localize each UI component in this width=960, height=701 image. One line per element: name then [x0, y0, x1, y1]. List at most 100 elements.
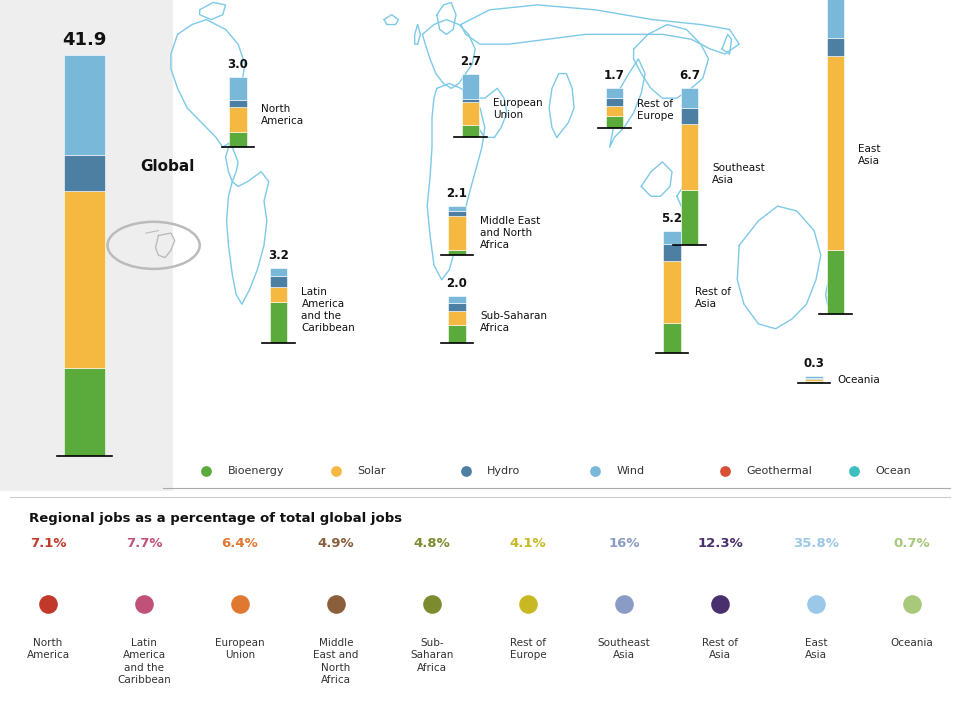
Point	[328, 599, 344, 610]
Text: 6.4%: 6.4%	[222, 536, 258, 550]
Bar	[606, 116, 623, 128]
Text: East
Asia: East Asia	[804, 638, 828, 660]
Bar	[64, 191, 105, 368]
Bar	[462, 125, 479, 137]
Text: Rest of
Asia: Rest of Asia	[702, 638, 738, 660]
Point	[136, 599, 152, 610]
Text: 5.2: 5.2	[661, 212, 683, 225]
Text: Rest of
Europe: Rest of Europe	[510, 638, 546, 660]
Bar	[64, 156, 105, 191]
Text: European
Union: European Union	[493, 97, 543, 120]
Bar	[827, 56, 844, 250]
Text: Southeast
Asia: Southeast Asia	[598, 638, 650, 660]
Bar	[462, 99, 479, 102]
Bar	[229, 76, 247, 100]
Text: Rest of
Europe: Rest of Europe	[637, 99, 674, 121]
Text: Middle East
and North
Africa: Middle East and North Africa	[480, 216, 540, 250]
Bar	[270, 287, 287, 302]
Text: East
Asia: East Asia	[858, 144, 880, 166]
Text: 4.1%: 4.1%	[510, 536, 546, 550]
Point	[40, 599, 56, 610]
Text: Sub-
Saharan
Africa: Sub- Saharan Africa	[410, 638, 454, 673]
Bar	[229, 107, 247, 132]
Bar	[827, 0, 844, 39]
Text: Oceania: Oceania	[837, 374, 880, 385]
Text: Middle
East and
North
Africa: Middle East and North Africa	[313, 638, 359, 685]
Point	[847, 465, 862, 477]
Text: 35.8%: 35.8%	[793, 536, 839, 550]
Text: 2.0: 2.0	[446, 278, 468, 290]
Bar	[270, 302, 287, 343]
Text: Latin
America
and the
Caribbean: Latin America and the Caribbean	[301, 287, 355, 332]
Bar	[448, 311, 466, 325]
Bar	[827, 250, 844, 314]
Point	[588, 465, 603, 477]
Bar	[805, 376, 823, 378]
Bar	[827, 39, 844, 56]
Bar	[229, 100, 247, 107]
Bar	[663, 244, 681, 261]
Bar	[448, 205, 466, 210]
Text: 4.8%: 4.8%	[414, 536, 450, 550]
Bar	[663, 231, 681, 244]
Text: 12.3%: 12.3%	[697, 536, 743, 550]
Point	[424, 599, 440, 610]
Point	[712, 599, 728, 610]
Bar	[462, 74, 479, 99]
Text: Geothermal: Geothermal	[746, 466, 812, 476]
Point	[904, 599, 920, 610]
Text: 2.7: 2.7	[460, 55, 481, 68]
Text: Sub-Saharan
Africa: Sub-Saharan Africa	[480, 311, 547, 333]
Bar	[681, 124, 698, 190]
Bar	[606, 107, 623, 116]
Bar	[448, 297, 466, 304]
Point	[717, 465, 732, 477]
Point	[808, 599, 824, 610]
Bar	[805, 378, 823, 379]
Bar	[462, 102, 479, 125]
Point	[199, 465, 214, 477]
Text: North
America: North America	[261, 104, 304, 126]
Point	[458, 465, 473, 477]
Text: 1.7: 1.7	[604, 69, 625, 81]
Bar	[606, 98, 623, 107]
Bar	[448, 304, 466, 311]
Text: Ocean: Ocean	[876, 466, 911, 476]
Point	[328, 465, 344, 477]
Point	[616, 599, 632, 610]
Text: 41.9: 41.9	[62, 31, 107, 49]
Bar	[64, 368, 105, 456]
Text: Oceania: Oceania	[891, 638, 933, 648]
Bar	[270, 268, 287, 276]
Bar	[448, 210, 466, 216]
Bar	[681, 190, 698, 245]
Bar	[448, 216, 466, 250]
Bar	[448, 250, 466, 255]
Text: 2.1: 2.1	[446, 186, 468, 200]
Bar	[663, 261, 681, 322]
Text: Wind: Wind	[616, 466, 644, 476]
Point	[232, 599, 248, 610]
Bar	[448, 325, 466, 343]
Text: Southeast
Asia: Southeast Asia	[712, 163, 765, 185]
Text: Hydro: Hydro	[487, 466, 520, 476]
Bar	[270, 276, 287, 287]
Text: Solar: Solar	[357, 466, 386, 476]
Text: Global: Global	[140, 159, 195, 175]
Text: Rest of
Asia: Rest of Asia	[695, 287, 732, 309]
Text: Regional jobs as a percentage of total global jobs: Regional jobs as a percentage of total g…	[29, 512, 402, 525]
Text: 3.2: 3.2	[268, 250, 289, 262]
Text: Latin
America
and the
Caribbean: Latin America and the Caribbean	[117, 638, 171, 685]
Text: 7.7%: 7.7%	[126, 536, 162, 550]
Text: 7.1%: 7.1%	[30, 536, 66, 550]
Bar	[606, 88, 623, 98]
Bar	[229, 132, 247, 147]
FancyBboxPatch shape	[0, 0, 173, 491]
Text: 4.9%: 4.9%	[318, 536, 354, 550]
Bar	[681, 88, 698, 108]
Text: 16%: 16%	[609, 536, 639, 550]
Text: 3.0: 3.0	[228, 57, 249, 71]
Bar	[805, 381, 823, 383]
Text: Bioenergy: Bioenergy	[228, 466, 284, 476]
Text: 0.7%: 0.7%	[894, 536, 930, 550]
